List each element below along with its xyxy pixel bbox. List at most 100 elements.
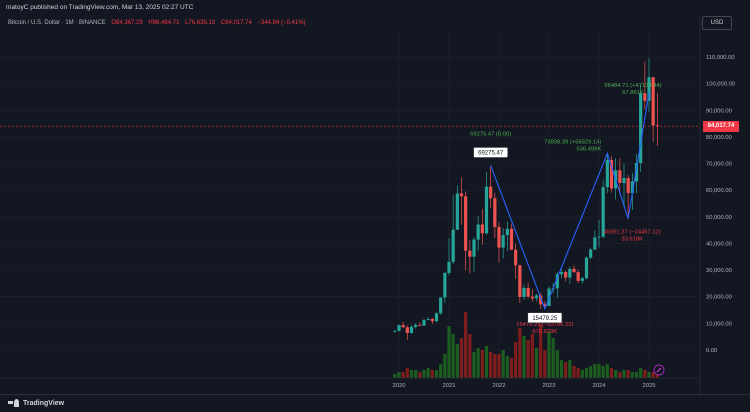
candle-body: [497, 226, 501, 248]
symbol-name[interactable]: Bitcoin / U.S. Dollar · 1M · BINANCE: [8, 20, 106, 26]
volume-bar: [401, 372, 405, 378]
volume-bar: [564, 362, 568, 378]
volume-bar: [430, 370, 434, 378]
volume-bar: [626, 370, 630, 378]
candle-body: [426, 318, 430, 320]
volume-bar: [547, 332, 551, 378]
volume-bar: [464, 312, 468, 378]
volume-bar: [509, 358, 514, 378]
price-tick-label: 50,000.00: [706, 215, 732, 221]
pivot-price-label: 69275.47 (0.00): [470, 131, 511, 137]
candle-body: [630, 181, 634, 193]
candle-body: [522, 287, 526, 297]
volume-bar: [414, 370, 418, 378]
volume-bar: [459, 338, 464, 378]
pivot-box-label: 69275.47: [478, 150, 504, 156]
volume-bar: [468, 334, 472, 378]
candle-body: [597, 236, 601, 238]
candle-body: [422, 319, 426, 326]
candle-body: [505, 228, 509, 236]
volume-bar: [443, 354, 447, 378]
volume-bar: [643, 370, 647, 378]
candle-body: [518, 265, 522, 297]
candle-body: [393, 330, 397, 332]
price-tick-label: 30,000.00: [706, 268, 732, 274]
volume-bar: [609, 368, 614, 378]
time-axis[interactable]: 2020 2021 2022 2023 2024 2025: [0, 377, 700, 389]
price-axis[interactable]: 0.00 10,000.00 20,000.00 30,000.00 40,000.00…: [699, 16, 735, 394]
price-tick-label: 20,000.00: [706, 295, 732, 301]
candle-body: [639, 93, 643, 164]
volume-bar: [647, 372, 651, 378]
volume-bar: [484, 346, 489, 378]
volume-bar: [534, 348, 539, 378]
candle-body: [559, 272, 564, 275]
candle-body: [589, 249, 593, 258]
volume-bar: [434, 370, 439, 378]
volume-bar: [551, 338, 555, 378]
price-tick-label: 70,000.00: [706, 162, 732, 168]
symbol-info-bar: Bitcoin / U.S. Dollar · 1M · BINANCE O84…: [0, 18, 318, 30]
candle-body: [605, 160, 609, 188]
volume-bar: [589, 366, 593, 378]
candle-body: [443, 273, 447, 298]
time-tick-label: 2021: [443, 383, 456, 389]
candle-body: [530, 296, 534, 299]
publisher-header: matoyC published on TradingView.com, Mar…: [6, 4, 194, 11]
price-tick-label: 100,000.00: [706, 82, 735, 88]
candle-body: [489, 186, 493, 199]
pivot-volume-label: 33.618K: [621, 237, 643, 243]
price-tick-label: 40,000.00: [706, 241, 732, 247]
zigzag-polyline: [490, 92, 650, 311]
candle-body: [555, 274, 559, 289]
volume-bar: [455, 344, 459, 378]
volume-bar: [543, 350, 547, 378]
last-price-tag: 84,017.74: [703, 120, 739, 132]
volume-bar: [559, 360, 564, 378]
candle-body: [430, 318, 434, 322]
candle-body: [447, 261, 451, 274]
volume-bar: [472, 352, 476, 378]
candle-body: [472, 239, 476, 257]
pivot-price-label: 49351.27 (−24457.12): [604, 230, 661, 236]
pivot-box-label: 15479.25: [532, 316, 558, 322]
candle-body: [439, 297, 443, 314]
volume-bar: [501, 350, 505, 378]
volume-bar: [447, 326, 451, 378]
candle-body: [455, 193, 459, 230]
candle-body: [526, 287, 530, 297]
pivot-box: [473, 147, 508, 158]
candle-body: [564, 272, 568, 278]
candle-body: [468, 250, 472, 257]
candle-body: [543, 304, 547, 306]
tradingview-logo-icon: [8, 399, 20, 407]
ohlc-low: L76,635.13: [185, 20, 216, 26]
tradingview-brand: TradingView: [23, 399, 65, 407]
volume-bar: [539, 324, 543, 378]
price-tick-label: 0.00: [706, 348, 717, 354]
volume-bar: [418, 372, 422, 378]
candle-body: [626, 177, 630, 193]
volume-bar: [409, 370, 414, 378]
volume-bar: [572, 366, 576, 378]
volume-bar: [397, 372, 401, 378]
candle-body: [501, 235, 505, 248]
ohlc-open: O84,367.29: [111, 20, 143, 26]
candle-body: [647, 77, 651, 101]
candle-body: [509, 228, 514, 250]
volume-bar: [605, 364, 609, 378]
currency-button[interactable]: USD: [702, 16, 732, 30]
candle-body: [534, 295, 539, 299]
volume-bar: [580, 370, 584, 378]
price-tick-label: 10,000.00: [706, 321, 732, 327]
volume-bar: [639, 368, 643, 378]
candle-body: [459, 193, 464, 197]
volume-bar: [422, 370, 426, 378]
candle-body: [643, 93, 647, 101]
replay-icon[interactable]: [653, 364, 665, 376]
tradingview-logo[interactable]: TradingView: [8, 399, 64, 407]
volume-bar: [555, 350, 559, 378]
volume-bar: [584, 368, 589, 378]
footer: TradingView: [0, 394, 750, 412]
